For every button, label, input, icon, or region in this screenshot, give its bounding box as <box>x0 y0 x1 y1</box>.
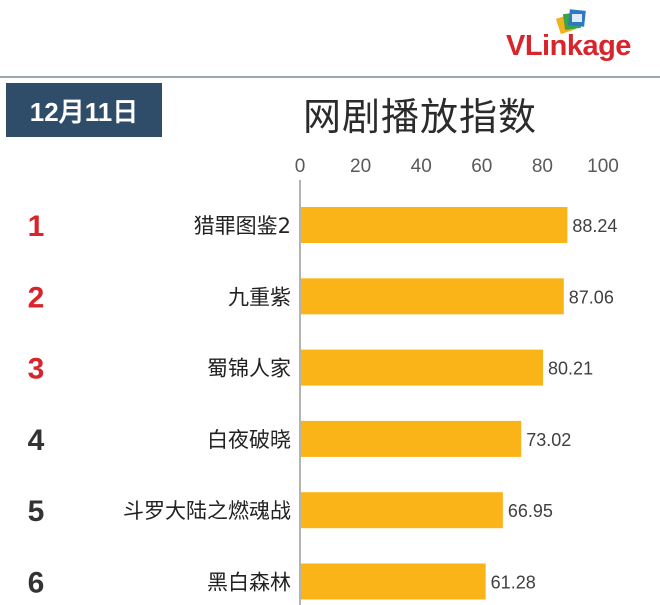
rank-number: 5 <box>28 495 45 528</box>
x-tick-label: 80 <box>532 156 553 177</box>
date-badge: 12月11日 <box>6 83 162 137</box>
bar <box>301 420 522 457</box>
value-label: 87.06 <box>569 287 614 307</box>
rank-number: 6 <box>28 567 45 600</box>
rank-number: 3 <box>28 353 45 386</box>
logo-text: VLinkage <box>506 30 631 62</box>
bar <box>301 492 503 529</box>
category-label: 九重紫 <box>228 285 291 309</box>
x-tick-label: 60 <box>471 156 492 177</box>
x-tick-label: 20 <box>350 156 371 177</box>
category-label: 蜀锦人家 <box>207 357 291 381</box>
bar <box>301 349 544 386</box>
category-label: 猎罪图鉴2 <box>194 214 291 238</box>
x-tick-label: 40 <box>411 156 432 177</box>
header-divider <box>0 76 660 78</box>
value-label: 73.02 <box>526 430 571 450</box>
chart-title: 网剧播放指数 <box>302 95 537 139</box>
category-label: 黑白森林 <box>207 571 291 595</box>
vlinkage-logo-icon <box>555 9 586 35</box>
rank-number: 2 <box>28 281 45 314</box>
category-label: 白夜破晓 <box>207 428 291 452</box>
bar <box>301 563 486 600</box>
x-tick-label: 100 <box>587 156 619 177</box>
rank-number: 4 <box>28 424 45 457</box>
value-label: 88.24 <box>572 216 617 236</box>
value-label: 80.21 <box>548 359 593 379</box>
value-label: 61.28 <box>491 573 536 593</box>
category-label: 斗罗大陆之燃魂战 <box>123 499 291 523</box>
bar <box>301 207 568 243</box>
x-tick-label: 0 <box>295 156 306 177</box>
rank-number: 1 <box>28 210 45 243</box>
value-label: 66.95 <box>508 501 553 521</box>
bar <box>301 278 564 315</box>
